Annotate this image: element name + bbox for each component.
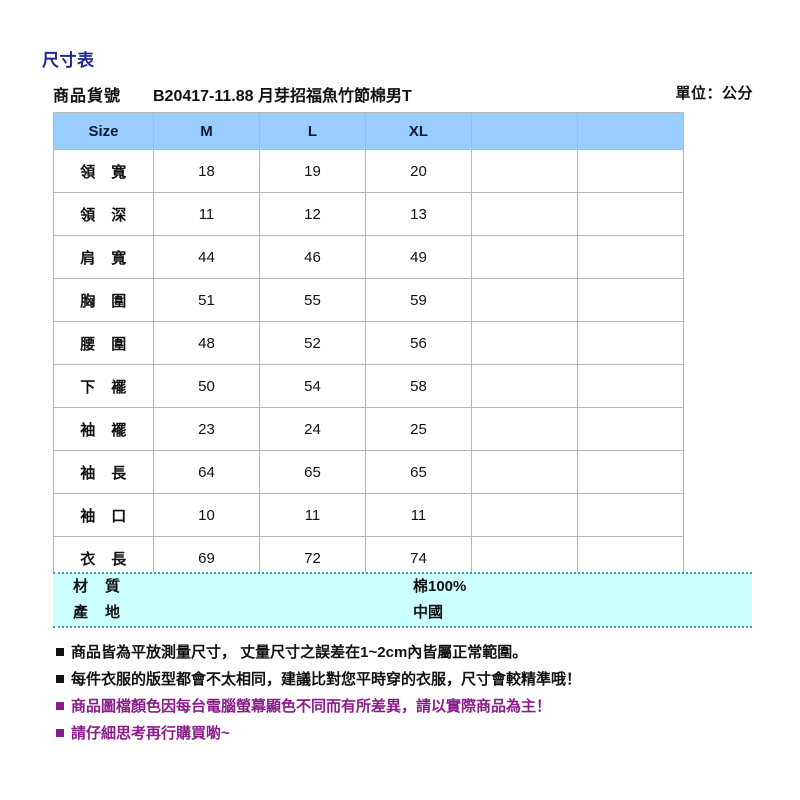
measurement-value-empty-2 [577,493,684,537]
table-header: Size M L XL [53,112,684,150]
measurement-value-m: 23 [153,407,260,451]
table-row: 肩 寬 44 46 49 [53,235,684,279]
measurement-label: 腰 圍 [53,321,154,365]
product-code-value: B20417-11.88 月芽招福魚竹節棉男T [153,88,412,105]
measurement-value-xl: 25 [365,407,472,451]
material-label: 材 質 [73,578,122,595]
measurement-value-l: 55 [259,278,366,322]
measurement-value-empty-1 [471,192,578,236]
measurement-value-empty-2 [577,278,684,322]
note-text: 請仔細思考再行購買喲~ [71,725,230,742]
table-header-cell-size: Size [53,112,154,150]
table-header-cell-empty-2 [577,112,684,150]
note-item: 請仔細思考再行購買喲~ [56,719,776,746]
bullet-square-icon [56,674,64,683]
measurement-value-empty-2 [577,192,684,236]
origin-row: 產 地 中國 [53,600,752,626]
measurement-value-empty-1 [471,149,578,193]
measurement-value-empty-1 [471,321,578,365]
measurement-value-xl: 58 [365,364,472,408]
measurement-value-l: 12 [259,192,366,236]
table-header-cell-empty-1 [471,112,578,150]
measurement-value-m: 44 [153,235,260,279]
size-measurement-table: Size M L XL 領 寬 18 19 20 領 深 11 12 13 [53,112,684,580]
measurement-value-l: 65 [259,450,366,494]
measurement-value-empty-1 [471,450,578,494]
product-code-label: 商品貨號 [53,88,122,105]
bullet-square-icon [56,647,64,656]
measurement-value-xl: 13 [365,192,472,236]
measurement-label: 肩 寬 [53,235,154,279]
measurement-value-m: 50 [153,364,260,408]
measurement-label: 領 寬 [53,149,154,193]
measurement-value-xl: 49 [365,235,472,279]
measurement-label: 下 襬 [53,364,154,408]
measurement-label: 領 深 [53,192,154,236]
measurement-label: 袖 襬 [53,407,154,451]
table-header-cell-xl: XL [365,112,472,150]
measurement-value-l: 54 [259,364,366,408]
table-header-cell-l: L [259,112,366,150]
measurement-label: 袖 口 [53,493,154,537]
note-text: 商品皆為平放測量尺寸， 丈量尺寸之誤差在1~2cm內皆屬正常範圍。 [71,644,528,661]
measurement-label: 胸 圍 [53,278,154,322]
table-row: 袖 口 10 11 11 [53,493,684,537]
table-header-cell-m: M [153,112,260,150]
note-text: 商品圖檔顏色因每台電腦螢幕顯色不同而有所差異，請以實際商品為主！ [71,698,552,715]
measurement-value-xl: 56 [365,321,472,365]
note-item: 商品皆為平放測量尺寸， 丈量尺寸之誤差在1~2cm內皆屬正常範圍。 [56,638,776,665]
measurement-value-m: 64 [153,450,260,494]
measurement-value-empty-2 [577,235,684,279]
table-row: 袖 長 64 65 65 [53,450,684,494]
measurement-value-empty-1 [471,235,578,279]
measurement-value-xl: 11 [365,493,472,537]
measurement-value-l: 46 [259,235,366,279]
page-title: 尺寸表 [42,51,95,70]
measurement-value-xl: 20 [365,149,472,193]
measurement-value-l: 52 [259,321,366,365]
measurement-value-empty-2 [577,450,684,494]
notes-list: 商品皆為平放測量尺寸， 丈量尺寸之誤差在1~2cm內皆屬正常範圍。 每件衣服的版… [56,638,776,746]
measurement-value-empty-1 [471,278,578,322]
table-row: 袖 襬 23 24 25 [53,407,684,451]
measurement-value-empty-1 [471,493,578,537]
measurement-unit-label: 單位：公分 [675,85,753,102]
table-row: 領 寬 18 19 20 [53,149,684,193]
table-row: 腰 圍 48 52 56 [53,321,684,365]
note-item: 商品圖檔顏色因每台電腦螢幕顯色不同而有所差異，請以實際商品為主！ [56,692,776,719]
bullet-square-icon [56,728,64,737]
measurement-value-xl: 65 [365,450,472,494]
bullet-square-icon [56,701,64,710]
table-body: 領 寬 18 19 20 領 深 11 12 13 肩 寬 44 46 49 [53,149,684,580]
measurement-value-empty-2 [577,407,684,451]
measurement-value-l: 19 [259,149,366,193]
product-code-row: 商品貨號 B20417-11.88 月芽招福魚竹節棉男T 單位：公分 [53,82,753,108]
measurement-value-l: 24 [259,407,366,451]
table-row: 胸 圍 51 55 59 [53,278,684,322]
material-value: 棉100% [413,578,467,595]
measurement-value-empty-2 [577,364,684,408]
measurement-value-m: 18 [153,149,260,193]
measurement-value-xl: 59 [365,278,472,322]
measurement-value-empty-2 [577,149,684,193]
measurement-value-empty-1 [471,364,578,408]
measurement-value-m: 11 [153,192,260,236]
measurement-label: 袖 長 [53,450,154,494]
measurement-value-m: 48 [153,321,260,365]
measurement-value-empty-2 [577,321,684,365]
measurement-value-l: 11 [259,493,366,537]
note-item: 每件衣服的版型都會不太相同，建議比對您平時穿的衣服，尺寸會較精準哦！ [56,665,776,692]
measurement-value-empty-1 [471,407,578,451]
table-row: 領 深 11 12 13 [53,192,684,236]
table-row: 下 襬 50 54 58 [53,364,684,408]
origin-value: 中國 [413,604,444,621]
material-row: 材 質 棉100% [53,574,752,600]
measurement-value-m: 10 [153,493,260,537]
note-text: 每件衣服的版型都會不太相同，建議比對您平時穿的衣服，尺寸會較精準哦！ [71,671,582,688]
measurement-value-m: 51 [153,278,260,322]
origin-label: 產 地 [73,604,122,621]
material-origin-band: 材 質 棉100% 產 地 中國 [53,572,752,628]
table-header-row: Size M L XL [53,112,684,150]
